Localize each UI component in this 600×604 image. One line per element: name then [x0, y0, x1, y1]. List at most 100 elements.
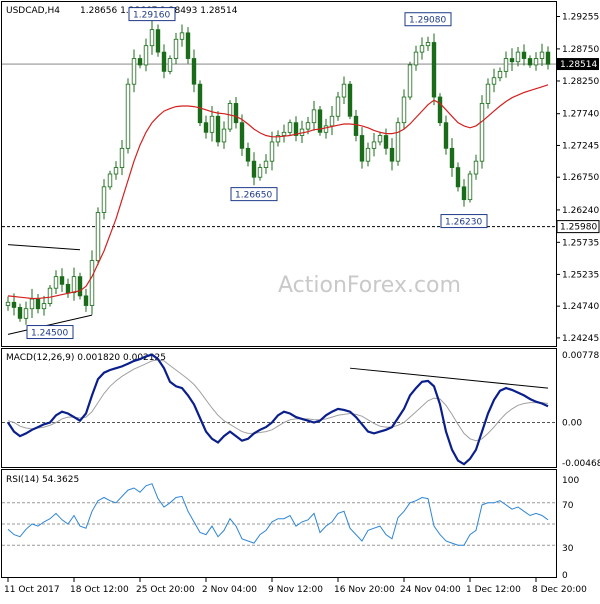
current-price-label: 1.28514 — [560, 60, 597, 70]
candle-body — [462, 187, 466, 200]
candle-body — [396, 123, 400, 161]
candle-body — [204, 123, 208, 133]
time-tick-label: 25 Oct 20:00 — [136, 585, 195, 595]
price-tick-label: 1.28250 — [562, 77, 599, 87]
candle-body — [504, 59, 508, 72]
candle-body — [348, 84, 352, 116]
candle-body — [402, 97, 406, 123]
candle-body — [24, 309, 28, 319]
price-tick-label: 1.25235 — [562, 270, 599, 280]
candle-body — [474, 161, 478, 174]
candle-body — [516, 52, 520, 62]
rsi-panel: RSI(14) 54.3625 100 70 30 0 — [2, 470, 580, 582]
candle-body — [438, 97, 442, 123]
sma-line — [8, 85, 548, 299]
candle-body — [60, 277, 64, 285]
candle-body — [150, 30, 154, 46]
candle-body — [426, 42, 430, 45]
candle-body — [240, 123, 244, 149]
candle-body — [192, 59, 196, 85]
candle-body — [408, 65, 412, 97]
price-axis: 1.292551.287501.282501.277401.272451.267… — [556, 13, 599, 344]
rsi-tick-70: 70 — [562, 501, 574, 511]
rsi-levels — [2, 503, 556, 545]
candle-body — [264, 161, 268, 167]
candle-body — [492, 78, 496, 84]
candle-body — [378, 136, 382, 142]
time-tick-label: 11 Oct 2017 — [4, 585, 60, 595]
candle-body — [522, 52, 526, 58]
candle-body — [144, 46, 148, 65]
candle-body — [444, 123, 448, 149]
price-tick-label: 1.25735 — [562, 238, 599, 248]
candle-body — [366, 148, 370, 161]
price-label: 1.26650 — [235, 191, 272, 201]
candle-body — [456, 168, 460, 187]
time-tick-label: 2 Nov 04:00 — [202, 585, 257, 595]
candle-body — [468, 174, 472, 200]
candle-body — [102, 187, 106, 213]
candle-body — [546, 52, 550, 64]
candle-body — [228, 103, 232, 129]
candle-body — [180, 33, 184, 39]
candle-body — [126, 84, 130, 148]
candle-body — [498, 71, 502, 77]
candle-body — [72, 277, 76, 293]
watermark: ActionForex.com — [278, 273, 461, 298]
candle-body — [174, 39, 178, 58]
candle-body — [108, 174, 112, 187]
candle-body — [42, 304, 46, 309]
candle-body — [342, 84, 346, 97]
time-tick-label: 1 Dec 12:00 — [466, 585, 521, 595]
time-axis: 11 Oct 2017 18 Oct 12:00 25 Oct 20:00 2 Nov… — [4, 578, 587, 595]
candle-body — [372, 142, 376, 148]
price-tick-label: 1.24245 — [562, 334, 599, 344]
candle-body — [288, 123, 292, 133]
level-price-label: 1.25980 — [560, 223, 597, 233]
price-label: 1.29080 — [409, 16, 446, 26]
candle-body — [12, 302, 16, 307]
time-tick-label: 24 Nov 04:00 — [400, 585, 461, 595]
macd-tick-max: 0.007787 — [562, 351, 600, 361]
time-tick-label: 18 Oct 12:00 — [70, 585, 129, 595]
candle-body — [312, 110, 316, 123]
rsi-tick-30: 30 — [562, 544, 574, 554]
candle-body — [336, 97, 340, 116]
candle-body — [114, 168, 118, 174]
candle-body — [30, 299, 34, 309]
candle-body — [78, 277, 82, 296]
macd-trendline — [350, 368, 548, 388]
candle-body — [246, 148, 250, 161]
candle-body — [120, 148, 124, 167]
price-tick-label: 1.24740 — [562, 302, 599, 312]
candle-body — [186, 33, 190, 59]
candle-body — [66, 284, 70, 292]
rsi-tick-100: 100 — [562, 476, 579, 486]
price-tick-label: 1.29255 — [562, 13, 599, 23]
candle-body — [54, 277, 58, 289]
price-tick-label: 1.27740 — [562, 110, 599, 120]
candle-body — [450, 148, 454, 167]
candle-body — [384, 136, 388, 149]
candle-body — [480, 103, 484, 161]
candle-body — [510, 59, 514, 62]
macd-panel-frame — [2, 349, 557, 468]
triangle-trendline — [8, 245, 80, 250]
candle-body — [258, 168, 262, 178]
candle-body — [96, 212, 100, 260]
time-tick-label: 8 Dec 20:00 — [532, 585, 587, 595]
candle-body — [234, 103, 238, 122]
candle-body — [162, 52, 166, 71]
candle-body — [84, 296, 88, 306]
candle-body — [390, 148, 394, 161]
candle-body — [90, 261, 94, 306]
macd-tick-zero: 0.00 — [562, 419, 582, 429]
candle-body — [324, 126, 328, 132]
rsi-tick-0: 0 — [562, 571, 568, 581]
macd-tick-min: -0.004688 — [562, 459, 600, 469]
candle-body — [36, 299, 40, 309]
candle-body — [132, 59, 136, 85]
macd-line — [8, 355, 548, 465]
candle-body — [138, 59, 142, 65]
